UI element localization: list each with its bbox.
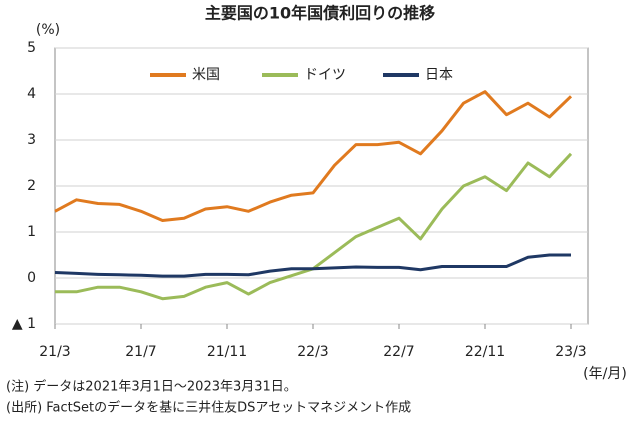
series-line xyxy=(55,152,573,301)
y-tick-label: ▲ 1 xyxy=(12,316,36,332)
x-tick-label: 22/7 xyxy=(383,344,414,360)
x-tick-label: 21/3 xyxy=(39,344,70,360)
y-unit: (%) xyxy=(36,22,60,38)
legend-label: ドイツ xyxy=(304,67,346,83)
chart-title: 主要国の10年国債利回りの推移 xyxy=(205,4,435,23)
x-tick-label: 22/11 xyxy=(465,344,505,360)
y-tick-label: 3 xyxy=(27,132,36,148)
x-tick-label: 21/7 xyxy=(125,344,156,360)
series-line xyxy=(54,253,571,278)
y-tick-label: 2 xyxy=(27,178,36,194)
legend-label: 米国 xyxy=(192,67,220,83)
x-tick-label: 23/3 xyxy=(555,344,586,360)
x-unit: (年/月) xyxy=(583,366,627,382)
note: (注) データは2021年3月1日～2023年3月31日。 xyxy=(6,379,297,395)
y-tick-label: 0 xyxy=(27,270,36,286)
y-tick-label: 5 xyxy=(27,40,36,56)
x-tick-label: 21/11 xyxy=(207,344,247,360)
note: (出所) FactSetのデータを基に三井住友DSアセットマネジメント作成 xyxy=(6,400,411,416)
series-line xyxy=(54,90,573,222)
y-tick-label: 4 xyxy=(27,86,36,102)
x-tick-label: 22/3 xyxy=(297,344,328,360)
legend-label: 日本 xyxy=(425,67,453,83)
y-tick-label: 1 xyxy=(27,224,36,240)
